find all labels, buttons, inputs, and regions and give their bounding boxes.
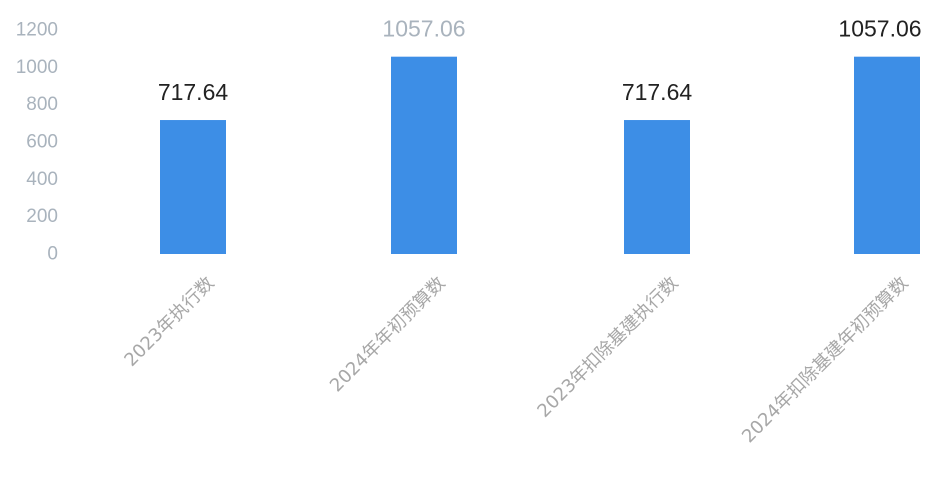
y-tick-label: 400	[26, 169, 58, 190]
y-tick-label: 600	[26, 132, 58, 153]
bar	[854, 56, 920, 255]
x-tick-label: 2024年扣除基建年初预算数	[738, 273, 913, 448]
x-tick-label: 2023年执行数	[120, 273, 218, 371]
x-tick-label: 2024年年初预算数	[326, 273, 450, 397]
bar	[160, 120, 226, 255]
y-tick-label: 200	[26, 206, 58, 227]
bar	[391, 56, 457, 255]
data-label: 1057.06	[382, 16, 465, 42]
data-label: 1057.06	[838, 16, 921, 42]
y-tick-label: 800	[26, 94, 58, 115]
data-label: 717.64	[158, 79, 229, 105]
x-tick-label: 2023年扣除基建执行数	[533, 273, 682, 422]
data-label: 717.64	[622, 79, 693, 105]
bar	[624, 120, 690, 255]
y-tick-label: 1000	[16, 57, 58, 78]
y-tick-label: 1200	[16, 20, 58, 41]
y-tick-label: 0	[47, 244, 58, 265]
